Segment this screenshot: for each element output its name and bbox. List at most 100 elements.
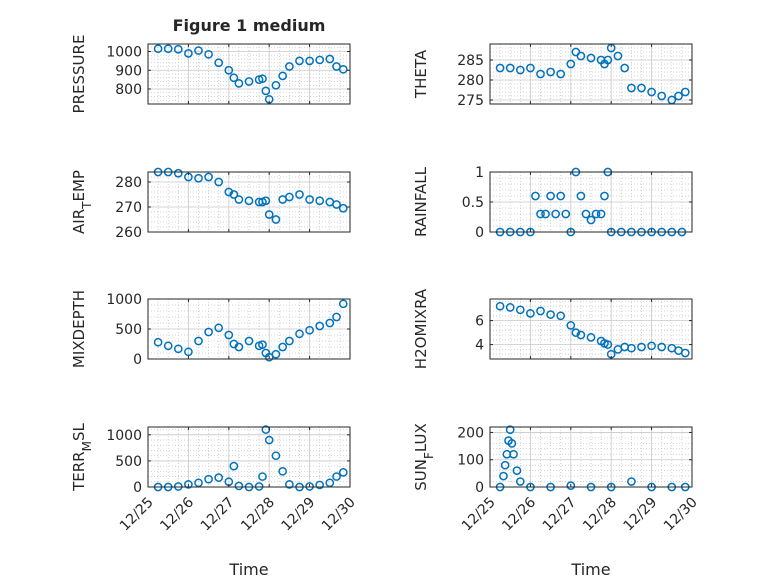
data-point [305,325,314,335]
data-point [194,173,203,183]
subplot-4: 0 0.5 1 RAINFALL [412,165,693,241]
data-point [338,203,348,213]
data-point [278,466,288,476]
subplot-5: 0 500 1000 MIXDEPTH [70,290,351,368]
data-point [586,215,596,225]
data-point [271,215,281,224]
y-tick-label: 0.5 [462,195,484,211]
data-point [586,53,596,63]
data-point [325,478,335,488]
data-point [204,327,213,337]
data-point [499,471,508,481]
data-point [556,69,566,79]
data-point [515,305,525,315]
y-tick-label: 0 [133,352,142,368]
subplot-1: 800 900 1000 PRESSURE Figure 1 medium [70,16,351,114]
data-point [163,44,173,54]
data-point [637,83,646,93]
data-point [536,209,545,219]
y-tick-label: 260 [115,225,142,241]
subplot-2: 275 280 285 THETA [412,43,693,109]
y-tick-label: 270 [115,200,142,216]
y-axis-label: H2OMIXRA [412,288,430,369]
data-point [315,480,325,490]
y-tick-label: 6 [475,314,484,330]
data-point [295,190,304,199]
data-point [680,348,690,358]
subplot-title: Figure 1 medium [173,16,326,35]
y-tick-label: 0 [475,480,484,496]
data-point [576,51,586,61]
data-point [561,209,571,219]
data-point [234,195,244,204]
data-point [596,209,606,219]
grid [490,44,692,104]
axes-box [147,43,351,105]
data-point [546,67,555,77]
data-point [566,481,576,490]
data-point [229,73,239,83]
y-tick-label: 900 [115,63,142,79]
grid [148,172,350,232]
data-point [264,435,274,445]
data-point [315,55,325,65]
data-point [234,342,244,352]
data-point [627,477,636,486]
x-axis-label: Time [570,560,610,579]
data-point [536,306,545,316]
y-tick-label: 200 [457,425,484,441]
data-point [526,63,535,73]
data-point [258,74,267,84]
data-point [325,318,335,328]
data-point [244,336,254,346]
data-point [214,323,224,333]
data-point [680,87,690,97]
data-series [495,43,690,105]
data-point [509,449,518,459]
y-tick-label: 285 [457,53,484,69]
grid [490,172,692,232]
data-point [566,321,576,330]
grid [148,299,350,359]
y-tick-label: 500 [115,322,142,338]
data-point [500,460,510,470]
data-point [576,191,586,201]
data-point [173,482,183,491]
data-point [620,63,630,73]
data-point [204,49,213,59]
data-point [536,69,545,79]
data-point [271,349,281,359]
data-point [244,77,254,86]
y-axis-label: TERRMSL [70,422,94,491]
data-point [637,342,646,352]
data-point [173,168,183,178]
data-point [627,83,636,93]
data-point [194,478,203,488]
y-tick-label: 100 [457,453,484,469]
axes-box [147,171,351,233]
data-point [603,55,613,65]
y-tick-label: 1 [475,165,484,181]
axes-box [489,426,693,488]
data-point [234,481,244,491]
data-point [627,343,636,353]
y-tick-label: 4 [475,338,484,354]
data-point [163,341,173,351]
data-point [261,196,271,206]
data-point [258,340,267,349]
data-point [295,329,304,339]
data-point [229,461,239,471]
data-point [507,439,517,448]
data-point [674,91,683,101]
data-point [278,71,288,81]
data-point [194,46,203,55]
data-point [295,56,304,66]
data-point [325,54,335,64]
data-point [315,196,325,206]
data-point [541,209,550,219]
grid [148,427,350,487]
y-axis-label: PRESSURE [70,35,88,114]
data-point [153,337,163,347]
